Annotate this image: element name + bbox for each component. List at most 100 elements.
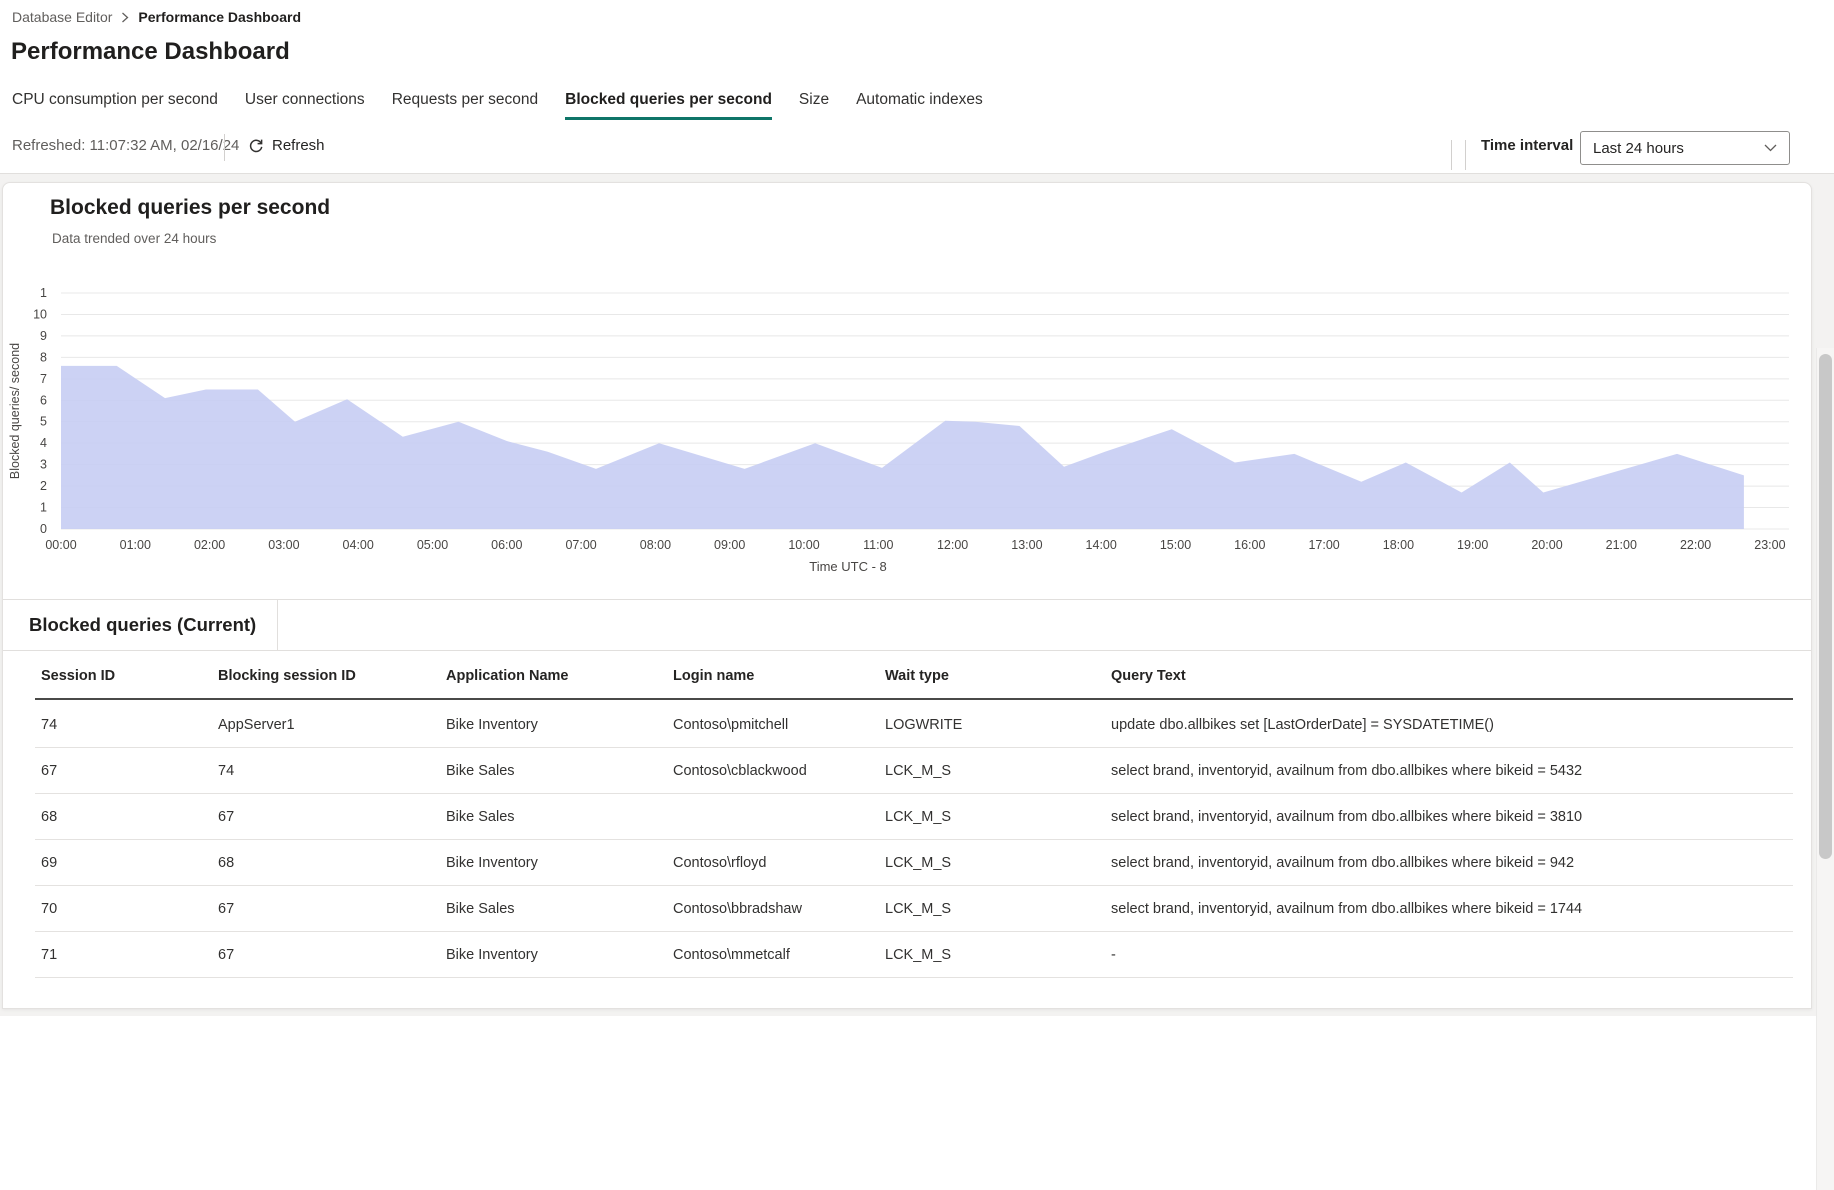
y-tick-label: 1 [40, 501, 47, 515]
time-interval-label: Time interval [1481, 137, 1574, 154]
tab-blocked-queries-per-second[interactable]: Blocked queries per second [565, 91, 772, 120]
column-header-query-text: Query Text [1111, 667, 1186, 684]
breadcrumb-current-page: Performance Dashboard [138, 9, 302, 25]
table-row[interactable]: 69 68 Bike Inventory Contoso\rfloyd LCK_M_S s… [3, 840, 1811, 886]
table-cell: Contoso\rfloyd [673, 855, 767, 871]
table-cell: 67 [218, 947, 235, 963]
splitter-divider [1451, 140, 1452, 170]
table-cell: 74 [218, 763, 235, 779]
x-tick-label: 16:00 [1234, 538, 1265, 552]
table-cell: 71 [41, 947, 58, 963]
x-tick-label: 00:00 [45, 538, 76, 552]
column-header-wait-type: Wait type [885, 667, 949, 684]
x-tick-label: 03:00 [268, 538, 299, 552]
column-header-session-id: Session ID [41, 667, 116, 684]
y-axis-title: Blocked queries/ second [8, 343, 22, 479]
y-tick-label: 6 [40, 393, 47, 407]
table-cell: Contoso\bbradshaw [673, 901, 802, 917]
chart-title: Blocked queries per second [50, 196, 331, 219]
breadcrumb-database-editor[interactable]: Database Editor [12, 9, 113, 25]
table-cell: LCK_M_S [885, 763, 952, 779]
y-tick-label: 0 [40, 522, 47, 536]
tab-size[interactable]: Size [798, 91, 830, 108]
column-header-application-name: Application Name [446, 667, 569, 684]
table-cell: LCK_M_S [885, 855, 952, 871]
x-tick-label: 14:00 [1086, 538, 1117, 552]
column-header-blocking-session-id: Blocking session ID [218, 667, 356, 684]
x-tick-label: 06:00 [491, 538, 522, 552]
y-tick-label: 4 [40, 436, 47, 450]
y-tick-label: 7 [40, 372, 47, 386]
table-cell: select brand, inventoryid, availnum from… [1111, 809, 1583, 825]
table-cell: 69 [41, 855, 58, 871]
table-cell: Bike Sales [446, 763, 515, 779]
x-tick-label: 23:00 [1754, 538, 1785, 552]
table-cell: LCK_M_S [885, 947, 952, 963]
x-tick-label: 07:00 [565, 538, 596, 552]
scrollbar-thumb[interactable] [1819, 354, 1832, 859]
tab-cpu-consumption-per-second[interactable]: CPU consumption per second [12, 91, 218, 108]
refresh-icon [248, 138, 264, 154]
y-tick-label: 5 [40, 415, 47, 429]
x-tick-label: 15:00 [1160, 538, 1191, 552]
table-row[interactable]: 67 74 Bike Sales Contoso\cblackwood LCK_M_S s… [3, 748, 1811, 794]
table-cell: Contoso\cblackwood [673, 763, 807, 779]
y-tick-label: 8 [40, 350, 47, 364]
toolbar-divider [224, 134, 225, 161]
breadcrumb: Database Editor Performance Dashboard [12, 9, 301, 25]
table-cell: 70 [41, 901, 58, 917]
section-divider [3, 650, 1811, 651]
table-cell: update dbo.allbikes set [LastOrderDate] … [1111, 717, 1494, 733]
table-header-row: Session ID Blocking session ID Application… [3, 651, 1811, 700]
table-cell: Bike Inventory [446, 947, 538, 963]
x-tick-label: 08:00 [640, 538, 671, 552]
refresh-button[interactable]: Refresh [242, 134, 331, 157]
chart-subtitle: Data trended over 24 hours [52, 231, 217, 246]
vertical-scrollbar[interactable] [1816, 348, 1834, 1190]
table-cell: Bike Sales [446, 809, 515, 825]
splitter-divider [1465, 140, 1466, 170]
table-body: 74 AppServer1 Bike Inventory Contoso\pmitch… [3, 702, 1811, 978]
tab-user-connections[interactable]: User connections [244, 91, 365, 108]
y-tick-label: 1 [40, 286, 47, 300]
table-cell: Contoso\pmitchell [673, 717, 789, 733]
x-tick-label: 05:00 [417, 538, 448, 552]
table-cell: select brand, inventoryid, availnum from… [1111, 763, 1583, 779]
dashboard-card: Blocked queries per second Data trended … [2, 182, 1812, 1009]
table-cell: 68 [41, 809, 58, 825]
table-cell: Contoso\mmetcalf [673, 947, 790, 963]
table-row[interactable]: 68 67 Bike Sales LCK_M_S select brand, inven… [3, 794, 1811, 840]
table-cell: - [1111, 947, 1116, 963]
x-tick-label: 19:00 [1457, 538, 1488, 552]
table-cell: LOGWRITE [885, 717, 963, 733]
section-divider [3, 599, 1811, 600]
x-tick-label: 20:00 [1531, 538, 1562, 552]
tab-strip: CPU consumption per second User connectio… [12, 91, 983, 120]
table-row[interactable]: 71 67 Bike Inventory Contoso\mmetcalf LCK_M_… [3, 932, 1811, 978]
blocked-queries-section-tab: Blocked queries (Current) [3, 600, 278, 650]
x-tick-label: 10:00 [788, 538, 819, 552]
table-cell: Bike Inventory [446, 855, 538, 871]
x-tick-label: 21:00 [1606, 538, 1637, 552]
section-title: Blocked queries (Current) [29, 614, 257, 635]
table-cell: AppServer1 [218, 717, 295, 733]
tab-automatic-indexes[interactable]: Automatic indexes [856, 91, 983, 108]
table-cell: LCK_M_S [885, 901, 952, 917]
tab-requests-per-second[interactable]: Requests per second [391, 91, 539, 108]
content-area: Blocked queries per second Data trended … [0, 174, 1834, 1190]
x-tick-label: 02:00 [194, 538, 225, 552]
table-cell: select brand, inventoryid, availnum from… [1111, 855, 1575, 871]
time-interval-value: Last 24 hours [1593, 139, 1684, 157]
table-cell: 67 [41, 763, 58, 779]
x-tick-label: 04:00 [343, 538, 374, 552]
y-tick-label: 9 [40, 329, 47, 343]
time-interval-dropdown[interactable]: Last 24 hours [1580, 131, 1790, 165]
table-cell: Bike Sales [446, 901, 515, 917]
table-cell: select brand, inventoryid, availnum from… [1111, 901, 1583, 917]
table-cell: Bike Inventory [446, 717, 538, 733]
table-row[interactable]: 74 AppServer1 Bike Inventory Contoso\pmitch… [3, 702, 1811, 748]
table-row[interactable]: 70 67 Bike Sales Contoso\bbradshaw LCK_M_S se… [3, 886, 1811, 932]
x-tick-label: 12:00 [937, 538, 968, 552]
table-cell: LCK_M_S [885, 809, 952, 825]
